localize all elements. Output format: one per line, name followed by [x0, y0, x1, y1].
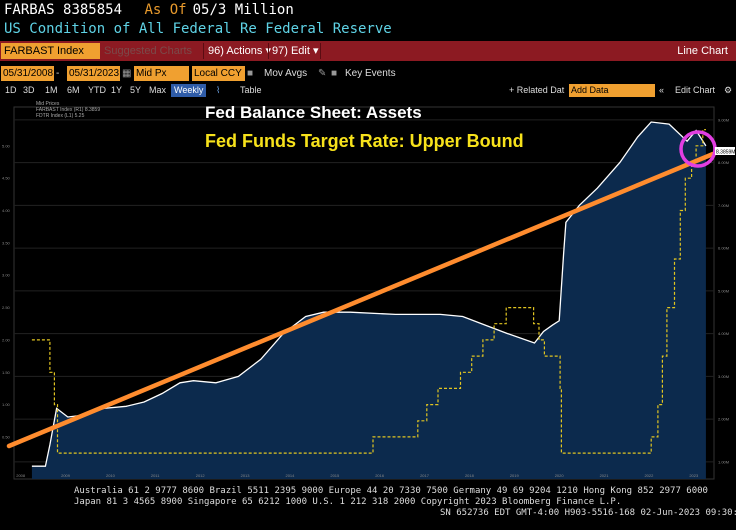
range-1y[interactable]: 1Y [111, 85, 123, 95]
pencil-icon[interactable]: ✎ [318, 68, 327, 79]
end-date-field[interactable]: 05/31/2023 [67, 66, 120, 81]
assets-area-fill [31, 122, 706, 479]
y-left-tick-label: 3.50 [2, 240, 11, 245]
collapse-icon[interactable]: « [659, 85, 665, 95]
range-ytd[interactable]: YTD [88, 85, 106, 95]
x-tick-label: 2020 [555, 473, 565, 478]
x-tick-label: 2016 [375, 473, 385, 478]
chart-icon[interactable]: ⌇ [216, 85, 221, 95]
start-date-field[interactable]: 05/31/2008 [1, 66, 54, 81]
range-controls: 1D 3D 1M 6M YTD 1Y 5Y Max Weekly ⌇ Table… [0, 83, 736, 98]
command-toolbar: FARBAST Index Suggested Charts 96) Actio… [0, 41, 736, 61]
last-value: 8385854 [63, 2, 123, 18]
footer-phones: Australia 61 2 9777 8600 Brazil 5511 239… [74, 486, 708, 496]
chart-panel: 8.3859M 2008 2009 2010 2011 2012 2013 2014 2015 2… [0, 97, 736, 483]
x-tick-label: 2018 [465, 473, 475, 478]
edit-chart-button[interactable]: Edit Chart [675, 85, 716, 95]
x-tick-label: 2015 [330, 473, 340, 478]
legend-assets: FARBAST Index (R1) 8.3859 [36, 107, 101, 113]
mov-avgs-checkbox[interactable]: ■ [247, 68, 254, 79]
y-right-tick-label: 3.00M [718, 374, 729, 379]
divider [268, 43, 269, 59]
as-of-label: As Of [144, 2, 187, 18]
y-right-tick-label: 4.00M [718, 331, 729, 336]
y-right-tick-label: 6.00M [718, 246, 729, 251]
y-right-tick-label: 2.00M [718, 417, 729, 422]
divider [320, 43, 321, 59]
y-left-tick-label: 3.00 [2, 273, 11, 278]
last-value-label: 8.3859M [716, 150, 735, 156]
range-6m[interactable]: 6M [67, 85, 80, 95]
ticker-symbol: FARBAS [4, 2, 55, 18]
y-right-tick-label: 1.00M [718, 459, 729, 464]
related-data-button[interactable]: + Related Dat [509, 85, 565, 95]
key-events-checkbox[interactable]: ■ [331, 68, 338, 79]
range-3d[interactable]: 3D [23, 85, 35, 95]
security-header: FARBAS 8385854 As Of 05/3 Million [4, 2, 294, 20]
chart-title-fed-rate: Fed Funds Target Rate: Upper Bound [205, 131, 524, 151]
series-line-fed-rate [31, 129, 706, 454]
y-left-tick-label: 5.00 [2, 143, 11, 148]
legend-fed-rate: FDTR Index (L1) 5.25 [36, 113, 85, 119]
x-tick-label: 2014 [285, 473, 295, 478]
y-left-tick-label: 1.50 [2, 370, 11, 375]
footer: Australia 61 2 9777 8600 Brazil 5511 239… [0, 484, 736, 530]
as-of-value: 05/3 Million [192, 2, 294, 18]
chart-type-label[interactable]: Line Chart [677, 45, 728, 57]
actions-menu[interactable]: 96) Actions ▾ [208, 45, 271, 57]
legend-header: Mid Prices [36, 101, 60, 107]
date-controls: 05/31/2008 - 05/31/2023 ▦ Mid Px Local C… [0, 65, 736, 83]
series-line-assets [31, 121, 707, 467]
add-data-input[interactable]: Add Data [569, 84, 655, 97]
y-right-tick-label: 5.00M [718, 288, 729, 293]
x-tick-label: 2012 [196, 473, 206, 478]
y-left-tick-label: 2.50 [2, 305, 11, 310]
x-tick-label: 2010 [106, 473, 116, 478]
chart-svg: 8.3859M 2008 2009 2010 2011 2012 2013 2014 2015 2… [2, 106, 735, 480]
range-max[interactable]: Max [149, 85, 167, 95]
y-left-tick-label: 4.00 [2, 208, 11, 213]
footer-copyright: Japan 81 3 4565 8900 Singapore 65 6212 1… [74, 497, 622, 507]
y-left-tick-label: 4.50 [2, 176, 11, 181]
trend-line-annotation [6, 151, 716, 449]
x-tick-label: 2008 [16, 473, 26, 478]
edit-menu[interactable]: 97) Edit ▾ [272, 45, 319, 57]
chart-title-assets: Fed Balance Sheet: Assets [205, 103, 422, 122]
x-tick-label: 2022 [644, 473, 654, 478]
x-tick-label: 2009 [61, 473, 71, 478]
y-left-tick-label: 2.00 [2, 337, 11, 342]
price-field-select[interactable]: Mid Px [134, 66, 189, 81]
last-value-tag [715, 147, 735, 155]
range-1m[interactable]: 1M [45, 85, 58, 95]
y-left-tick-label: 0.50 [2, 434, 11, 439]
dash-separator: - [56, 68, 60, 79]
suggested-charts-button[interactable]: Suggested Charts [104, 45, 193, 57]
x-tick-label: 2021 [600, 473, 610, 478]
x-tick-label: 2013 [241, 473, 251, 478]
ticker-field[interactable]: FARBAST Index [1, 43, 100, 59]
table-button[interactable]: Table [240, 85, 262, 95]
key-events-label[interactable]: Key Events [345, 68, 396, 79]
security-description: US Condition of All Federal Re Federal R… [4, 21, 392, 37]
x-tick-label: 2023 [689, 473, 699, 478]
y-right-tick-label: 8.00M [718, 160, 729, 165]
x-tick-label: 2017 [420, 473, 430, 478]
x-tick-label: 2011 [151, 473, 160, 478]
gear-icon[interactable]: ⚙ [724, 85, 733, 95]
y-left-tick-label: 1.00 [2, 402, 11, 407]
divider [203, 43, 204, 59]
frequency-select[interactable]: Weekly [171, 84, 207, 97]
currency-select[interactable]: Local CCY [192, 66, 245, 81]
y-right-tick-label: 9.00M [718, 117, 729, 122]
mov-avgs-label[interactable]: Mov Avgs [264, 68, 308, 79]
calendar-icon[interactable]: ▦ [122, 68, 132, 79]
range-5y[interactable]: 5Y [130, 85, 142, 95]
x-tick-label: 2019 [510, 473, 520, 478]
footer-session: SN 652736 EDT GMT-4:00 H903-5516-168 02-… [440, 508, 736, 518]
y-right-tick-label: 7.00M [718, 203, 729, 208]
range-1d[interactable]: 1D [5, 85, 17, 95]
